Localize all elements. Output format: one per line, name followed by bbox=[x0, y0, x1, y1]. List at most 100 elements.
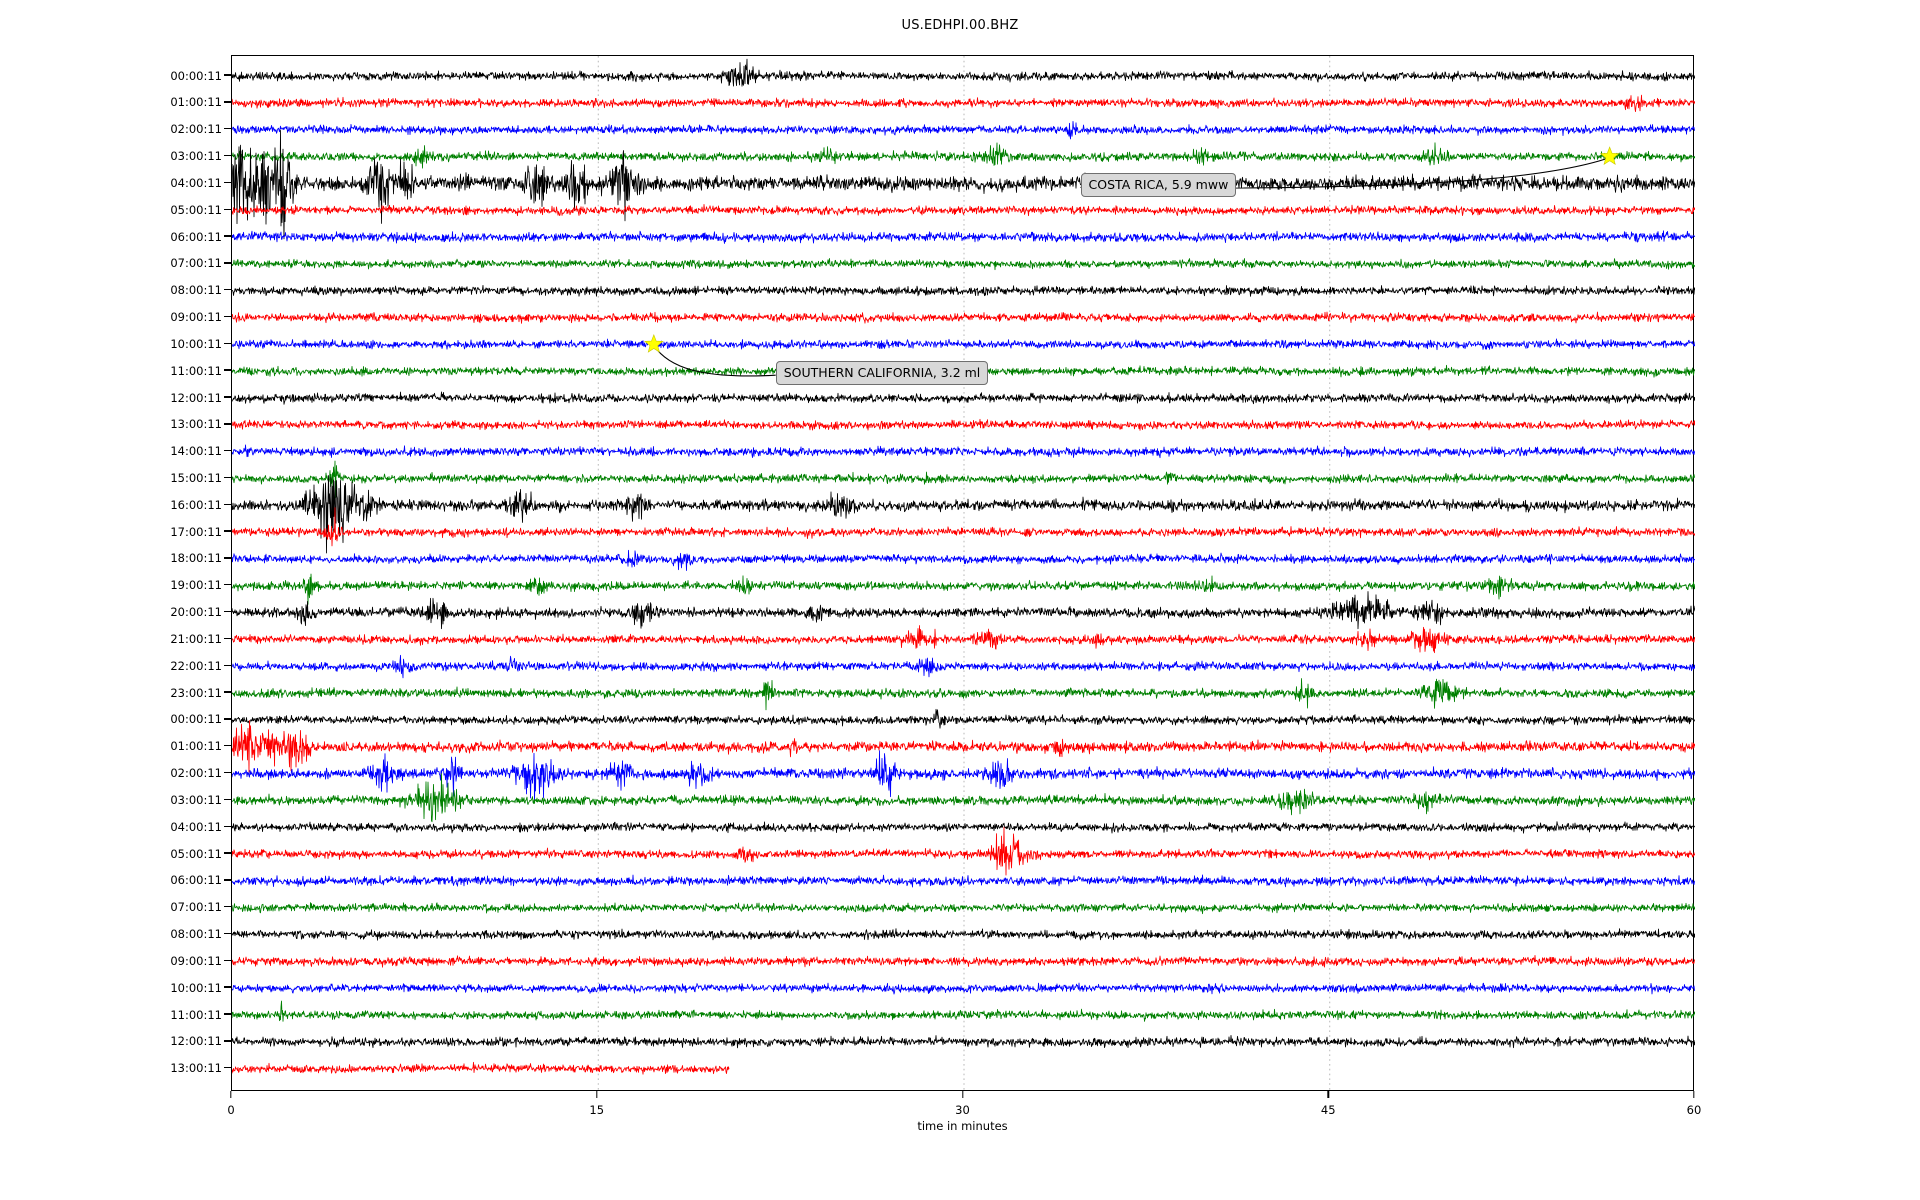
x-axis-tick-label: 60 bbox=[1686, 1103, 1702, 1117]
y-axis-tick-mark bbox=[224, 959, 231, 962]
y-axis-tick: 07:00:11 bbox=[170, 900, 231, 914]
y-axis-tick-label: 06:00:11 bbox=[170, 229, 222, 244]
y-axis-tick-mark bbox=[224, 584, 231, 586]
y-axis-tick: 03:00:11 bbox=[170, 149, 231, 163]
y-axis-tick-mark bbox=[224, 128, 231, 130]
y-axis-tick-label: 08:00:11 bbox=[170, 283, 222, 298]
y-axis-tick: 10:00:11 bbox=[170, 336, 231, 351]
x-axis-tick-mark bbox=[230, 1091, 232, 1098]
y-axis-tick: 02:00:11 bbox=[170, 766, 231, 780]
y-axis: 00:00:11 01:00:11 02:00:11 03:00:11 04:00:11… bbox=[0, 55, 231, 1091]
y-axis-tick: 01:00:11 bbox=[170, 95, 231, 109]
y-axis-tick-label: 05:00:11 bbox=[170, 202, 222, 217]
earthquake-annotation-label: SOUTHERN CALIFORNIA, 3.2 ml bbox=[775, 361, 989, 386]
waveform-traces bbox=[232, 56, 1695, 1092]
y-axis-tick: 03:00:11 bbox=[170, 792, 231, 807]
y-axis-tick-label: 01:00:11 bbox=[170, 739, 222, 754]
y-axis-tick-mark bbox=[224, 798, 231, 801]
y-axis-tick: 04:00:11 bbox=[170, 175, 231, 190]
y-axis-tick-mark bbox=[224, 449, 231, 452]
y-axis-tick: 20:00:11 bbox=[170, 605, 231, 619]
y-axis-tick: 19:00:11 bbox=[170, 578, 231, 592]
y-axis-tick-mark bbox=[224, 691, 231, 693]
y-axis-tick-label: 20:00:11 bbox=[170, 605, 222, 620]
y-axis-tick-label: 00:00:11 bbox=[170, 68, 222, 83]
y-axis-tick-mark bbox=[224, 1013, 231, 1015]
y-axis-tick-mark bbox=[224, 530, 231, 532]
y-axis-tick-label: 06:00:11 bbox=[170, 873, 222, 888]
y-axis-tick-label: 21:00:11 bbox=[170, 631, 222, 646]
y-axis-tick-mark bbox=[224, 664, 231, 666]
y-axis-tick-mark bbox=[224, 396, 231, 398]
y-axis-tick: 15:00:11 bbox=[170, 471, 231, 485]
y-axis-tick-mark bbox=[224, 986, 231, 988]
y-axis-tick-label: 03:00:11 bbox=[170, 149, 222, 164]
y-axis-tick-mark bbox=[224, 262, 231, 264]
y-axis-tick-label: 02:00:11 bbox=[170, 766, 222, 781]
y-axis-tick: 11:00:11 bbox=[170, 1007, 231, 1022]
y-axis-tick-label: 07:00:11 bbox=[170, 256, 222, 271]
y-axis-tick: 08:00:11 bbox=[170, 927, 231, 941]
y-axis-tick-label: 03:00:11 bbox=[170, 792, 222, 807]
y-axis-tick-label: 19:00:11 bbox=[170, 578, 222, 593]
y-axis-tick: 13:00:11 bbox=[170, 417, 231, 431]
y-axis-tick: 04:00:11 bbox=[170, 819, 231, 834]
y-axis-tick-label: 11:00:11 bbox=[170, 1007, 222, 1022]
y-axis-tick-label: 23:00:11 bbox=[170, 685, 222, 700]
y-axis-tick-label: 16:00:11 bbox=[170, 497, 222, 512]
page-title: US.EDHPI.00.BHZ bbox=[901, 18, 1019, 33]
y-axis-tick-mark bbox=[224, 1040, 231, 1042]
y-axis-tick-mark bbox=[224, 423, 231, 425]
y-axis-tick-label: 18:00:11 bbox=[170, 551, 222, 566]
y-axis-tick-mark bbox=[224, 476, 231, 479]
y-axis-tick: 14:00:11 bbox=[170, 444, 231, 458]
y-axis-tick-label: 22:00:11 bbox=[170, 658, 222, 673]
y-axis-tick-mark bbox=[224, 745, 231, 747]
y-axis-tick-label: 13:00:11 bbox=[170, 417, 222, 432]
y-axis-tick-mark bbox=[224, 879, 231, 881]
y-axis-tick-mark bbox=[224, 503, 231, 505]
y-axis-tick-mark bbox=[224, 932, 231, 935]
y-axis-tick: 02:00:11 bbox=[170, 122, 231, 136]
y-axis-tick: 18:00:11 bbox=[170, 551, 231, 565]
y-axis-tick: 00:00:11 bbox=[170, 68, 231, 83]
y-axis-tick-label: 11:00:11 bbox=[170, 363, 222, 378]
y-axis-tick: 08:00:11 bbox=[170, 283, 231, 297]
y-axis-tick: 09:00:11 bbox=[170, 310, 231, 324]
x-axis-tick-label: 0 bbox=[227, 1103, 235, 1117]
y-axis-tick: 06:00:11 bbox=[170, 873, 231, 887]
y-axis-tick: 07:00:11 bbox=[170, 256, 231, 270]
x-axis-tick-mark bbox=[961, 1091, 964, 1098]
y-axis-tick: 23:00:11 bbox=[170, 685, 231, 700]
y-axis-tick-label: 09:00:11 bbox=[170, 310, 222, 325]
y-axis-tick-label: 07:00:11 bbox=[170, 900, 222, 915]
y-axis-tick-label: 15:00:11 bbox=[170, 471, 222, 485]
y-axis-tick-label: 14:00:11 bbox=[170, 444, 222, 459]
y-axis-tick-mark bbox=[224, 289, 231, 291]
y-axis-tick-mark bbox=[224, 235, 231, 237]
x-axis-tick-mark bbox=[1693, 1091, 1695, 1098]
y-axis-tick-mark bbox=[224, 637, 231, 640]
y-axis-tick-label: 12:00:11 bbox=[170, 1034, 222, 1049]
y-axis-tick: 10:00:11 bbox=[170, 980, 231, 995]
y-axis-tick-mark bbox=[224, 101, 231, 103]
y-axis-tick-label: 05:00:11 bbox=[170, 846, 222, 861]
y-axis-tick-mark bbox=[224, 342, 231, 345]
y-axis-tick: 09:00:11 bbox=[170, 953, 231, 968]
y-axis-tick-mark bbox=[224, 771, 231, 774]
x-axis-tick-label: 30 bbox=[955, 1103, 970, 1117]
y-axis-tick: 00:00:11 bbox=[170, 712, 231, 726]
x-axis-tick-label: 15 bbox=[589, 1103, 605, 1117]
y-axis-tick-label: 13:00:11 bbox=[170, 1061, 222, 1076]
y-axis-tick: 05:00:11 bbox=[170, 202, 231, 217]
x-axis-tick-mark bbox=[596, 1091, 598, 1098]
y-axis-tick-mark bbox=[224, 369, 231, 371]
y-axis-tick-mark bbox=[224, 825, 231, 827]
x-axis-tick-label: 45 bbox=[1320, 1103, 1336, 1117]
y-axis-tick-label: 04:00:11 bbox=[170, 819, 222, 834]
y-axis-tick-mark bbox=[224, 154, 231, 157]
y-axis-tick-label: 01:00:11 bbox=[170, 95, 222, 110]
y-axis-tick-label: 10:00:11 bbox=[170, 980, 222, 995]
x-axis-tick-mark bbox=[1327, 1091, 1329, 1098]
y-axis-tick-label: 09:00:11 bbox=[170, 953, 222, 968]
